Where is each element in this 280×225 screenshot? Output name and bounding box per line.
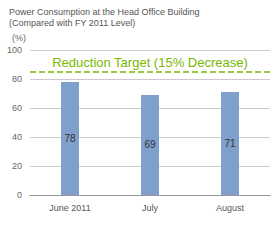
svg-text:June 2011: June 2011 — [49, 203, 90, 213]
svg-text:69: 69 — [144, 139, 156, 150]
svg-text:80: 80 — [12, 74, 22, 84]
svg-text:100: 100 — [7, 45, 22, 55]
svg-text:Power Consumption at the Head: Power Consumption at the Head Office Bui… — [9, 7, 199, 17]
svg-text:78: 78 — [64, 133, 76, 144]
svg-text:40: 40 — [12, 132, 22, 142]
svg-text:August: August — [216, 203, 245, 213]
svg-text:Reduction Target (15% Decrease: Reduction Target (15% Decrease) — [52, 55, 248, 70]
svg-text:July: July — [142, 203, 159, 213]
svg-text:(Compared with FY 2011 Level): (Compared with FY 2011 Level) — [9, 18, 135, 28]
svg-text:71: 71 — [224, 138, 236, 149]
svg-text:60: 60 — [12, 103, 22, 113]
svg-text:0: 0 — [17, 190, 22, 200]
svg-text:20: 20 — [12, 161, 22, 171]
svg-text:(%): (%) — [12, 33, 26, 43]
